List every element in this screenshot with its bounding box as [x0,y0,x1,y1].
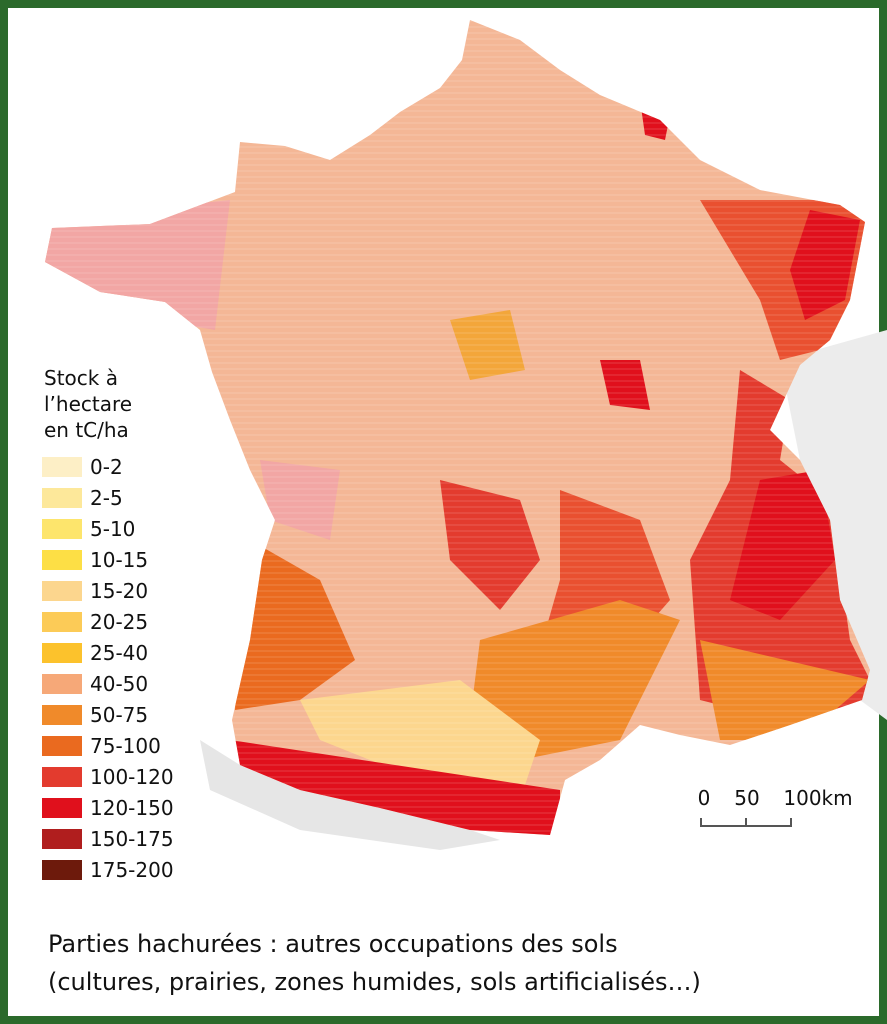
legend-title: Stock à [44,366,118,390]
legend-label: 100-120 [90,765,174,789]
caption-line: (cultures, prairies, zones humides, sols… [48,968,701,996]
legend-label: 175-200 [90,858,174,882]
legend-label: 5-10 [90,517,135,541]
legend-title: l’hectare [44,392,132,416]
legend-swatch [42,674,82,694]
legend-swatch [42,612,82,632]
legend-label: 15-20 [90,579,148,603]
caption-line: Parties hachurées : autres occupations d… [48,930,618,958]
scale-label: 50 [734,786,759,810]
scale-bar: 0 50 100km [698,786,853,827]
legend-label: 40-50 [90,672,148,696]
legend-swatch [42,488,82,508]
legend-swatch [42,767,82,787]
legend-title: en tC/ha [44,418,129,442]
legend-label: 120-150 [90,796,174,820]
alps-relief [780,330,887,720]
scale-label: 100km [783,786,852,810]
legend-label: 0-2 [90,455,123,479]
legend-label: 150-175 [90,827,174,851]
pyrenees-relief [200,740,500,850]
legend-label: 10-15 [90,548,148,572]
scale-label: 0 [698,786,711,810]
legend-swatch [42,705,82,725]
legend-swatch [42,550,82,570]
legend-swatch [42,457,82,477]
legend-label: 2-5 [90,486,123,510]
legend-label: 25-40 [90,641,148,665]
legend-swatch [42,798,82,818]
legend-label: 50-75 [90,703,148,727]
legend-swatch [42,860,82,880]
legend-swatch [42,643,82,663]
legend-swatch [42,736,82,756]
legend-label: 75-100 [90,734,161,758]
legend-swatch [42,519,82,539]
legend-swatch [42,581,82,601]
legend-swatch [42,829,82,849]
legend-label: 20-25 [90,610,148,634]
